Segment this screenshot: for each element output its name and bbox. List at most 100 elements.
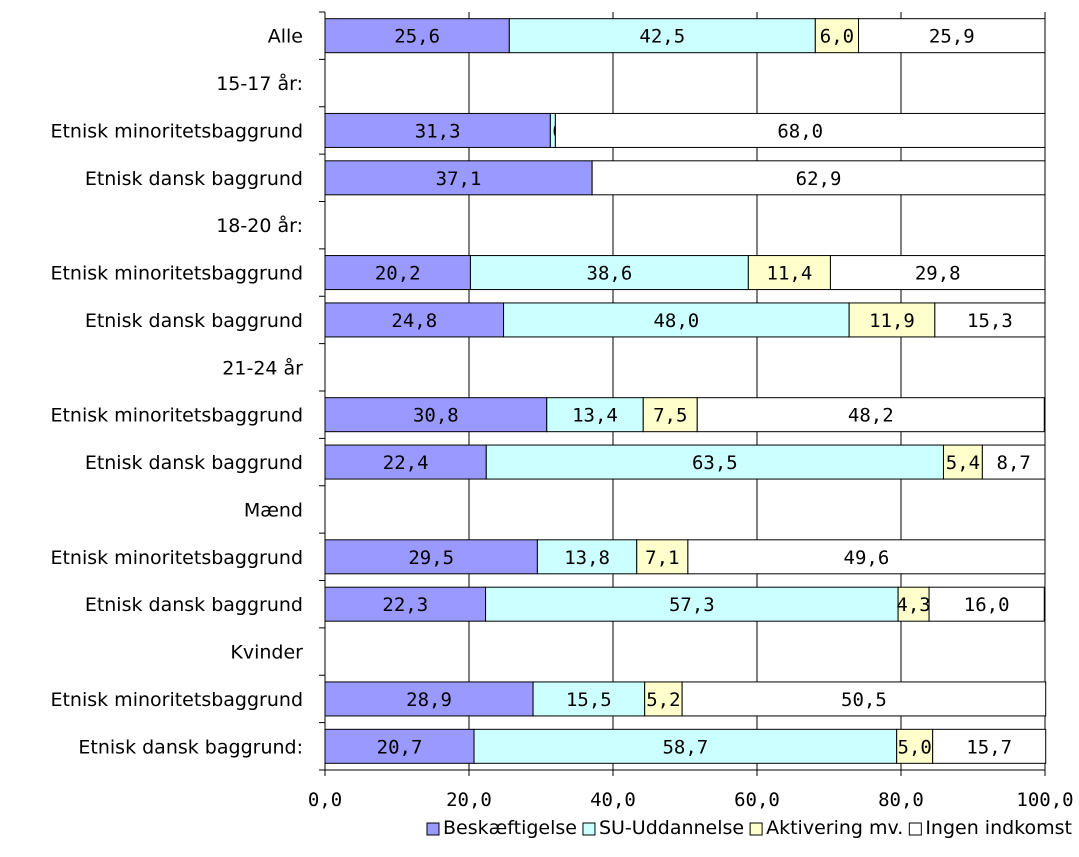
bar-segment-su-uddannelse (546, 397, 644, 433)
category-label: Etnisk minoritetsbaggrund (50, 689, 303, 711)
data-label: 30,8 (413, 405, 459, 427)
bar-segment-su-uddannelse (508, 18, 816, 54)
data-label: 38,6 (587, 263, 633, 285)
bar-segment-beskæftigelse (324, 112, 551, 148)
bar-segment-su-uddannelse (469, 255, 749, 291)
data-label: 42,5 (639, 26, 685, 48)
bar-segment-ingen-indkomst (591, 160, 1046, 196)
bar-segment-aktivering-mv- (644, 681, 683, 717)
category-label: Etnisk minoritetsbaggrund (50, 405, 303, 427)
legend-label: Beskæftigelse (443, 817, 577, 839)
axes (319, 11, 1046, 776)
category-label: 21-24 år (222, 356, 303, 379)
bar-segment-ingen-indkomst (681, 681, 1047, 717)
data-label: 8,7 (997, 452, 1031, 474)
data-label: 7,5 (653, 405, 687, 427)
category-label: 18-20 år: (216, 214, 303, 237)
bar-segment-aktivering-mv- (814, 18, 860, 54)
x-tick-label: 100,0 (1016, 789, 1073, 811)
legend-swatch (582, 822, 596, 836)
data-label: 25,6 (394, 26, 440, 48)
bar-segment-ingen-indkomst (858, 18, 1046, 54)
data-label: 11,4 (767, 263, 813, 285)
bar-segment-ingen-indkomst (928, 586, 1045, 622)
data-label: 5,2 (646, 689, 680, 711)
data-label: 29,5 (408, 547, 454, 569)
bar-segment-beskæftigelse (324, 255, 471, 291)
category-label: 15-17 år: (216, 72, 303, 95)
category-label: Etnisk dansk baggrund (85, 452, 303, 474)
data-label: 15,5 (566, 689, 612, 711)
data-label: 22,4 (383, 452, 429, 474)
category-label: Etnisk dansk baggrund (85, 168, 303, 190)
bar-segment-su-uddannelse (536, 539, 638, 575)
bar-segment-ingen-indkomst (696, 397, 1045, 433)
data-label: 22,3 (382, 594, 428, 616)
bar-segment-ingen-indkomst (981, 444, 1046, 480)
bar-segment-beskæftigelse (324, 302, 505, 338)
data-label: 57,3 (669, 594, 715, 616)
category-label: Etnisk dansk baggrund (85, 310, 303, 332)
bar-segment-beskæftigelse (324, 18, 510, 54)
data-label: 62,9 (796, 168, 842, 190)
legend-label: Aktivering mv. (766, 817, 903, 839)
bar-segment-ingen-indkomst (687, 539, 1046, 575)
data-label: 13,8 (564, 547, 610, 569)
legend: Beskæftigelse SU-Uddannelse Aktivering mv.… (426, 817, 1072, 839)
bar-segment-ingen-indkomst (554, 112, 1046, 148)
data-label: 5,4 (946, 452, 980, 474)
data-label: 13,4 (572, 405, 618, 427)
data-label: 48,0 (653, 310, 699, 332)
legend-label: Ingen indkomst (925, 817, 1072, 839)
bar-segment-aktivering-mv- (942, 444, 983, 480)
bar-segment-beskæftigelse (324, 539, 538, 575)
legend-swatch (426, 822, 440, 836)
x-tick-label: 0,0 (308, 789, 342, 811)
data-label: 50,5 (841, 689, 887, 711)
category-label: Etnisk minoritetsbaggrund (50, 547, 303, 569)
bars: 25,642,56,025,931,30,768,037,162,920,238… (324, 18, 1047, 764)
data-label: 5,0 (898, 736, 932, 758)
x-tick-label: 60,0 (734, 789, 780, 811)
data-label: 16,0 (964, 594, 1010, 616)
x-tick-labels: 0,0 20,0 40,0 60,0 80,0 100,0 (308, 789, 1074, 811)
category-label: Etnisk minoritetsbaggrund (50, 263, 303, 285)
bar-segment-beskæftigelse (324, 681, 534, 717)
bar-segment-beskæftigelse (324, 397, 548, 433)
x-tick-label: 20,0 (446, 789, 492, 811)
category-label: Alle (268, 26, 303, 48)
data-label: 7,1 (645, 547, 679, 569)
x-tick-label: 80,0 (878, 789, 924, 811)
category-label: Etnisk dansk baggrund (85, 594, 303, 616)
data-label: 15,3 (967, 310, 1013, 332)
bar-segment-aktivering-mv- (636, 539, 689, 575)
data-label: 25,9 (929, 26, 975, 48)
data-label: 49,6 (844, 547, 890, 569)
data-label: 58,7 (662, 736, 708, 758)
legend-label: SU-Uddannelse (599, 817, 744, 839)
bar-segment-aktivering-mv- (747, 255, 831, 291)
data-label: 68,0 (777, 120, 823, 142)
bar-segment-su-uddannelse (532, 681, 646, 717)
data-label: 15,7 (966, 736, 1012, 758)
bar-segment-ingen-indkomst (934, 302, 1046, 338)
bar-segment-beskæftigelse (324, 586, 487, 622)
category-label: Kvinder (230, 642, 303, 664)
bar-segment-su-uddannelse (473, 728, 898, 764)
data-label: 48,2 (848, 405, 894, 427)
data-label: 11,9 (869, 310, 915, 332)
bar-segment-ingen-indkomst (932, 728, 1047, 764)
x-tick-label: 40,0 (590, 789, 636, 811)
category-label: Etnisk minoritetsbaggrund (50, 120, 303, 142)
category-label: Mænd (244, 499, 303, 521)
category-label: Etnisk dansk baggrund: (78, 736, 303, 758)
bar-segment-beskæftigelse (324, 728, 475, 764)
data-label: 29,8 (915, 263, 961, 285)
data-label: 63,5 (692, 452, 738, 474)
data-label: 24,8 (391, 310, 437, 332)
category-labels: Alle 15-17 år: Etnisk minoritetsbaggrund Et… (50, 26, 303, 759)
data-label: 31,3 (415, 120, 461, 142)
bar-segment-ingen-indkomst (829, 255, 1046, 291)
data-label: 28,9 (406, 689, 452, 711)
